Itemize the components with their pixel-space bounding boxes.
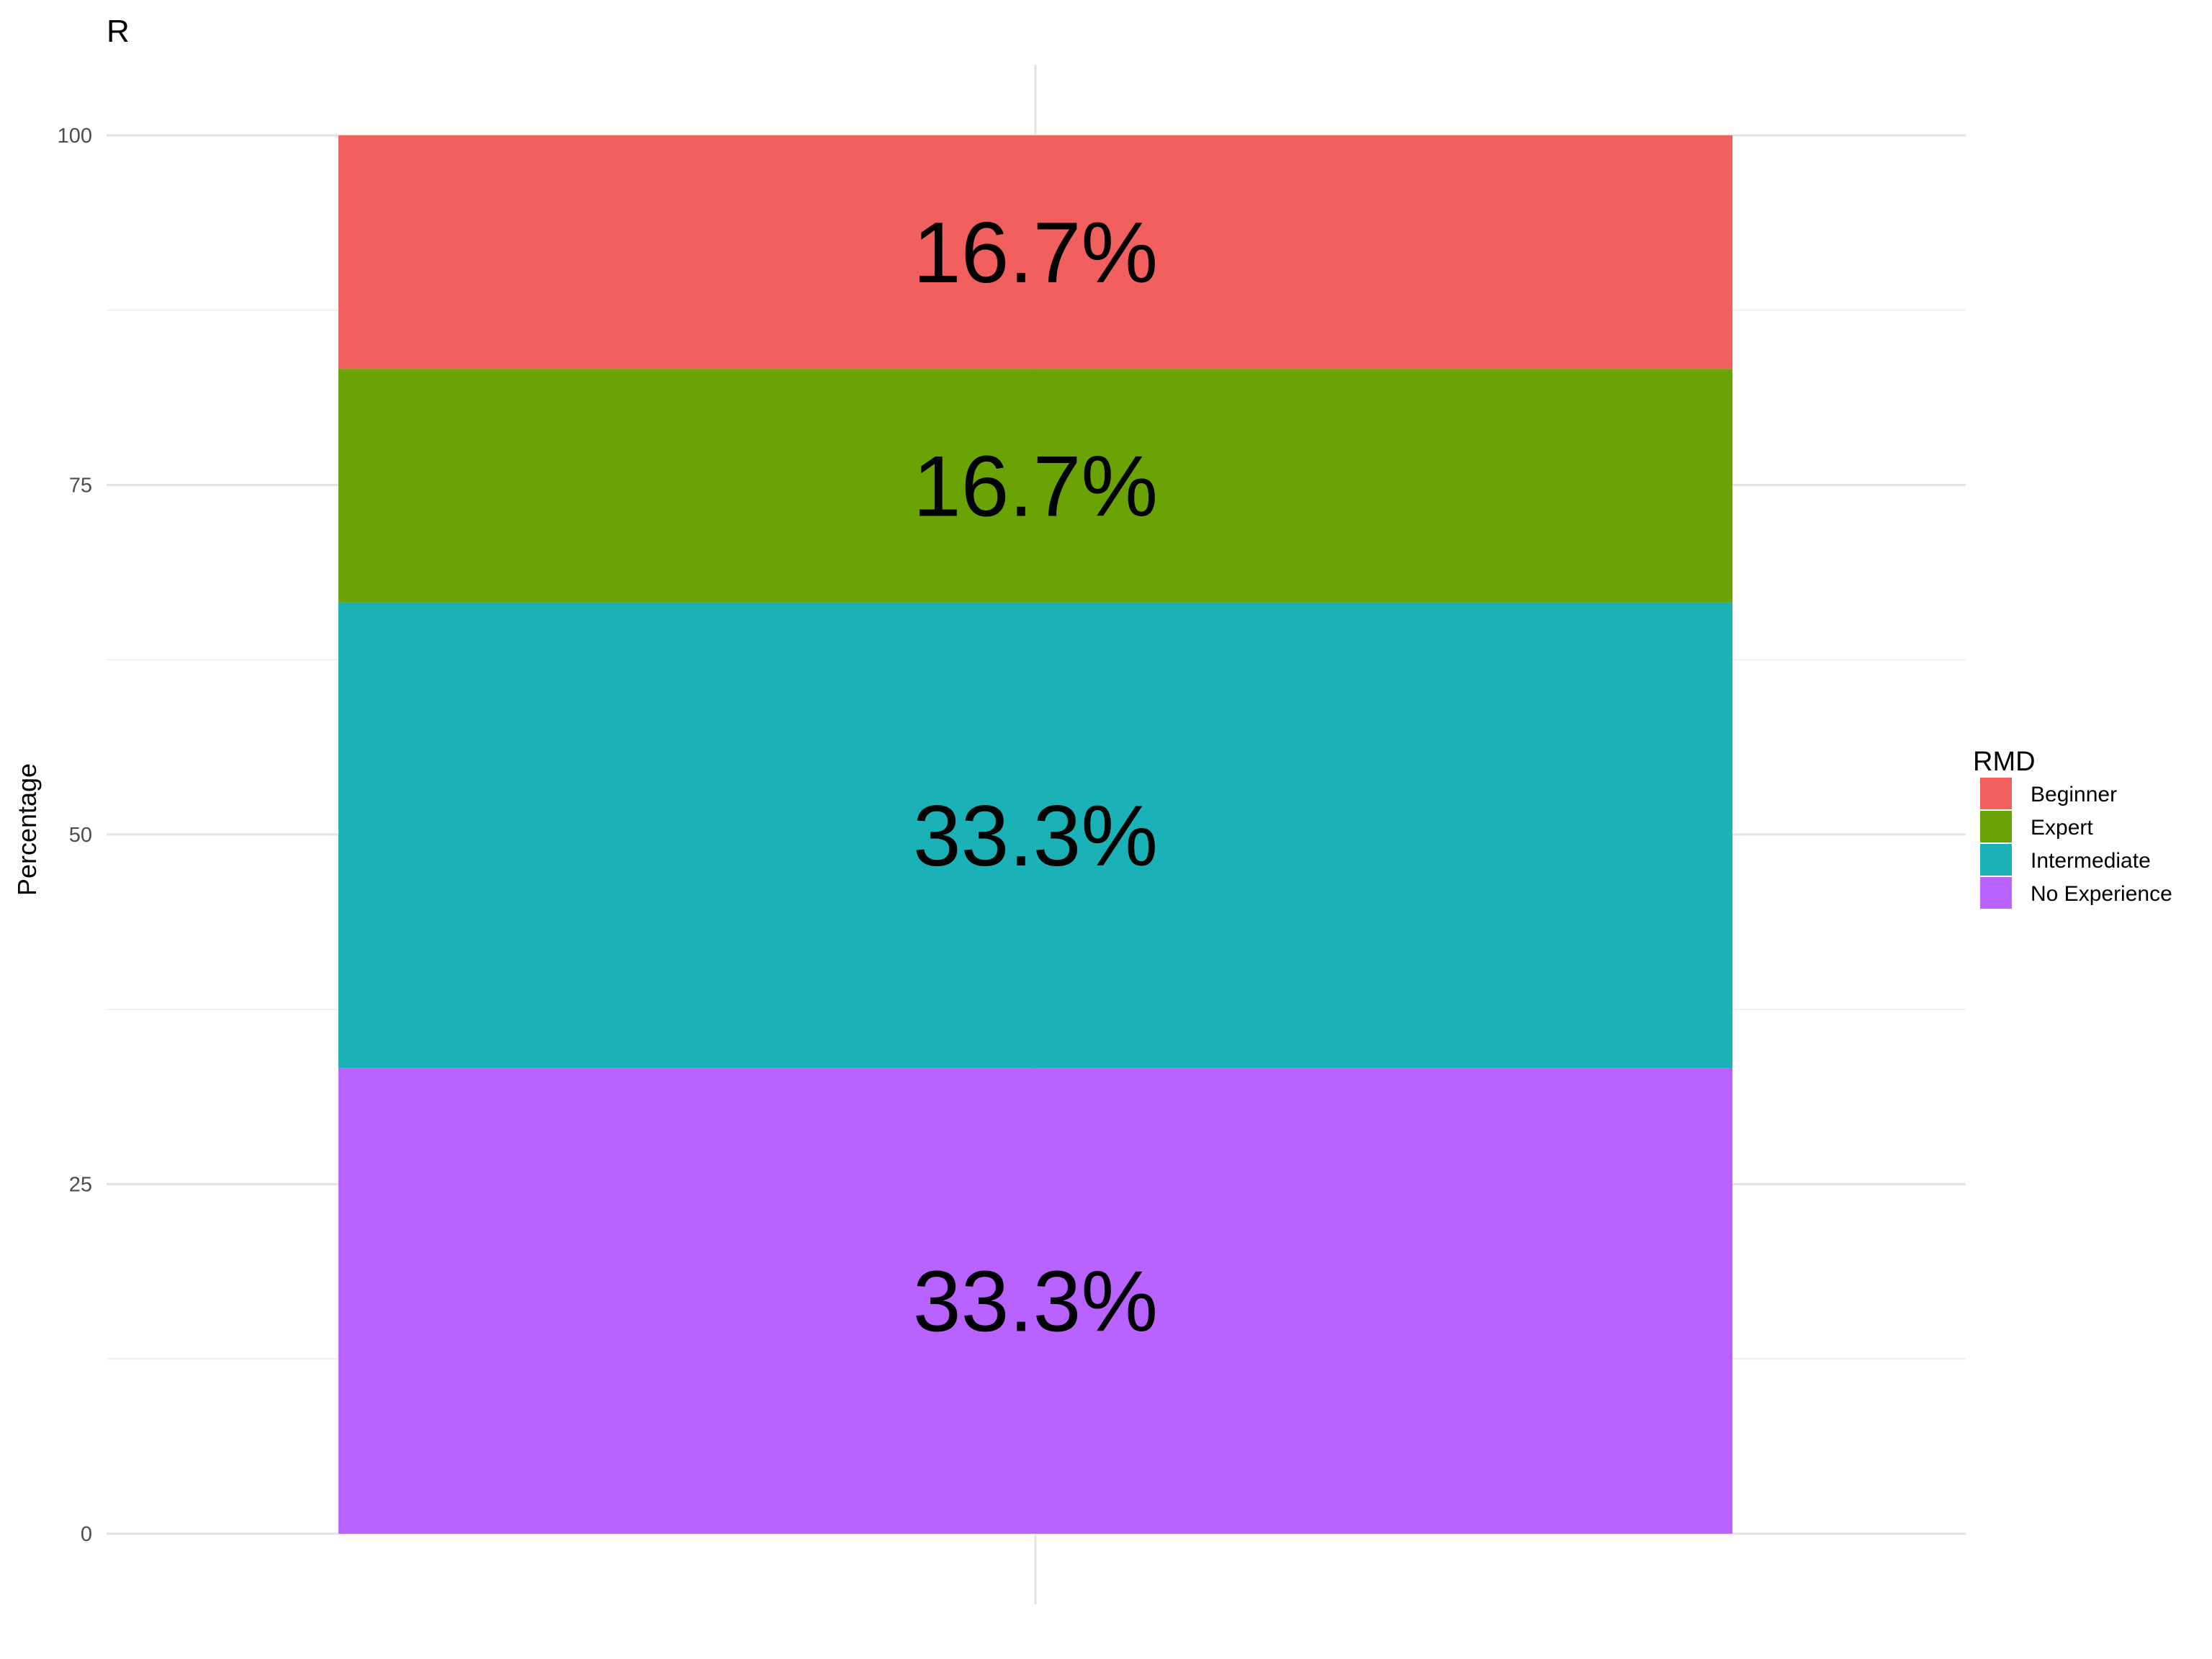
- legend-label: No Experience: [2031, 882, 2172, 906]
- legend-key: [1980, 811, 2012, 842]
- y-axis-ticks: 0 25 50 75 100: [58, 125, 92, 1546]
- bar-segments: [338, 135, 1732, 1534]
- legend-key: [1980, 877, 2012, 909]
- bar-segment: [338, 369, 1732, 603]
- bar-segment: [338, 135, 1732, 369]
- y-tick-label: 100: [58, 125, 92, 148]
- legend: RMD Beginner Expert Intermediate No Experie…: [1973, 747, 2172, 909]
- segment-labels: 33.3% 33.3% 16.7% 16.7%: [913, 204, 1158, 1350]
- legend-key: [1980, 844, 2012, 876]
- y-tick-label: 50: [69, 824, 92, 847]
- bar-segment: [338, 602, 1732, 1069]
- legend-key: [1980, 778, 2012, 809]
- chart-title: R: [107, 14, 130, 49]
- legend-title: RMD: [1973, 747, 2036, 777]
- segment-label: 16.7%: [913, 438, 1158, 534]
- segment-label: 33.3%: [913, 1254, 1158, 1350]
- legend-label: Intermediate: [2031, 849, 2151, 873]
- bar-segment: [338, 1068, 1732, 1534]
- y-axis-label: Percentage: [12, 763, 42, 896]
- y-tick-label: 0: [81, 1523, 92, 1546]
- segment-label: 33.3%: [913, 788, 1158, 884]
- segment-label: 16.7%: [913, 204, 1158, 301]
- y-tick-label: 75: [69, 475, 92, 498]
- y-tick-label: 25: [69, 1174, 92, 1197]
- legend-label: Expert: [2031, 816, 2093, 840]
- legend-label: Beginner: [2031, 783, 2117, 806]
